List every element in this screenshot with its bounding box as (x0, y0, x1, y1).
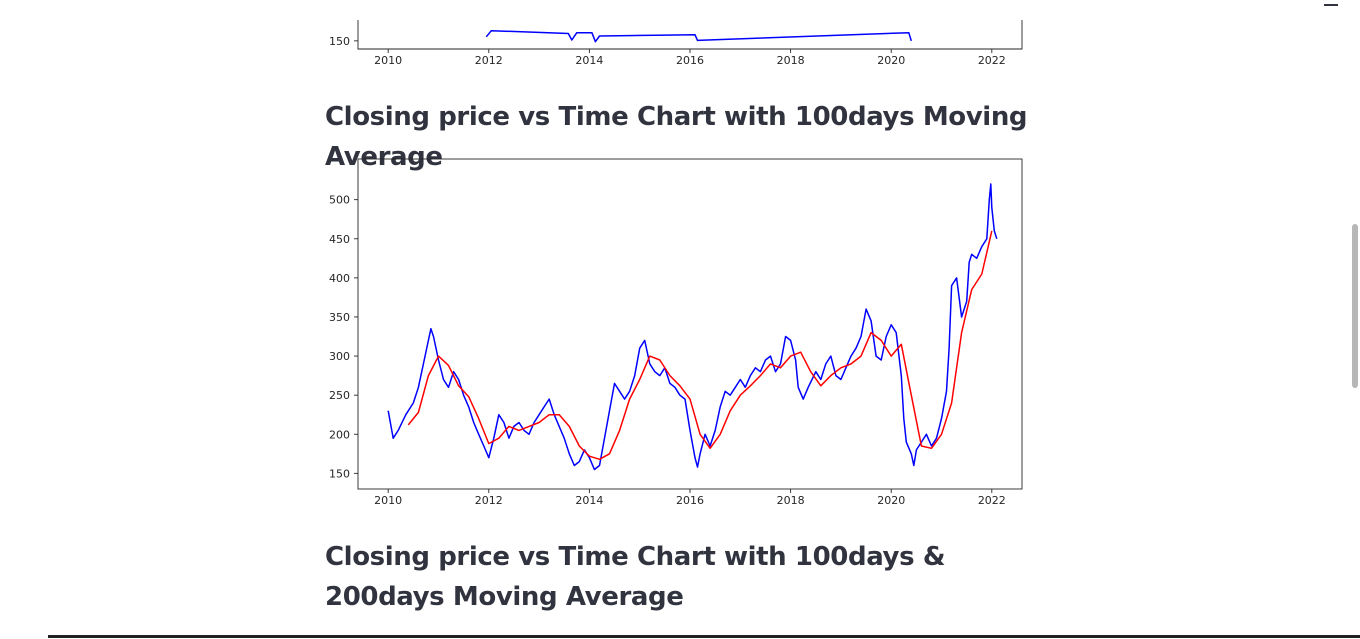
x-tick-label: 2014 (575, 494, 603, 507)
x-tick-label: 2016 (676, 54, 704, 67)
top-chart-svg: 2010 2012 2014 2016 2018 2020 2022 150 (329, 20, 1023, 67)
series-line-2 (407, 230, 993, 461)
series-line-1 (387, 183, 998, 471)
plot-area (485, 29, 913, 43)
y-tick-label: 300 (329, 350, 350, 363)
chart-heading-100ma: Closing price vs Time Chart with 100days… (325, 102, 1028, 172)
bottom-divider (48, 635, 1360, 638)
plot-area (387, 183, 998, 471)
x-tick-label: 2016 (676, 494, 704, 507)
x-tick-label: 2022 (978, 494, 1006, 507)
y-tick-label: 400 (329, 272, 350, 285)
x-tick-label: 2020 (877, 494, 905, 507)
y-tick-label: 150 (329, 467, 350, 480)
chart-heading-100-200ma: Closing price vs Time Chart with 100days… (325, 542, 946, 612)
x-tick-label: 2014 (575, 54, 603, 67)
x-tick-label: 2018 (777, 54, 805, 67)
x-tick-label: 2010 (374, 54, 402, 67)
y-tick-label: 200 (329, 428, 350, 441)
closing-price-100ma-chart: 2010 2012 2014 2016 2018 2020 2022 150 200 250 300… (325, 150, 1035, 512)
x-tick-label: 2020 (877, 54, 905, 67)
y-tick-label: 500 (329, 194, 350, 207)
top-chart-partial: 2010 2012 2014 2016 2018 2020 2022 150 (325, 0, 1035, 72)
y-tick-label: 450 (329, 233, 350, 246)
x-tick-label: 2010 (374, 494, 402, 507)
x-tick-label: 2022 (978, 54, 1006, 67)
x-tick-label: 2018 (777, 494, 805, 507)
y-tick-label: 150 (329, 35, 350, 48)
y-tick-label: 350 (329, 311, 350, 324)
y-tick-label: 250 (329, 389, 350, 402)
scrollbar-thumb[interactable] (1352, 224, 1358, 388)
series-line-1 (485, 29, 913, 43)
x-tick-label: 2012 (475, 494, 503, 507)
menu-icon[interactable] (1324, 0, 1338, 6)
x-tick-label: 2012 (475, 54, 503, 67)
closing-price-100ma-svg: 2010 2012 2014 2016 2018 2020 2022 150 200 250 300… (329, 158, 1023, 507)
